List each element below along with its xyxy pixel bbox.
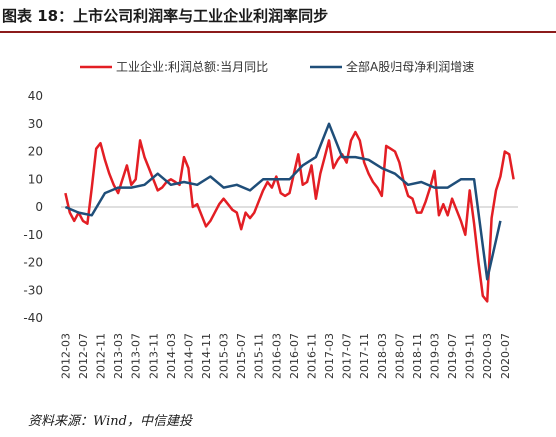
- x-tick-label: 2019-07: [446, 333, 459, 379]
- x-tick-label: 2015-11: [253, 333, 266, 379]
- x-tick-label: 2013-11: [147, 333, 160, 379]
- y-tick-label: -10: [23, 228, 43, 242]
- y-tick-label: 40: [28, 89, 43, 103]
- source-note: 资料来源：Wind，中信建投: [28, 414, 192, 429]
- x-tick-label: 2012-11: [95, 333, 108, 379]
- y-tick-label: 0: [35, 200, 43, 214]
- chart-axes: -40 -30 -20 -10 0 10 20 30 40 2012-03 2012-07 2012-…: [23, 89, 518, 379]
- y-tick-label: 20: [28, 145, 43, 159]
- title-underline: [0, 31, 556, 33]
- x-tick-label: 2017-07: [341, 333, 354, 379]
- x-tick-label: 2017-11: [358, 333, 371, 379]
- chart-series: [64, 122, 515, 303]
- figure-header: 图表 18：上市公司利润率与工业企业利润率同步: [0, 0, 556, 33]
- figure-title: 图表 18：上市公司利润率与工业企业利润率同步: [2, 7, 329, 25]
- x-tick-label: 2019-11: [464, 333, 477, 379]
- x-tick-label: 2017-03: [323, 333, 336, 379]
- x-tick-label: 2014-07: [182, 333, 195, 379]
- x-tick-label: 2016-07: [288, 333, 301, 379]
- x-tick-label: 2015-03: [218, 333, 231, 379]
- y-tick-label: 30: [28, 117, 43, 131]
- x-tick-label: 2012-03: [59, 333, 72, 379]
- legend-label-industrial-profit: 工业企业:利润总额:当月同比: [116, 59, 268, 74]
- x-tick-label: 2020-03: [481, 333, 494, 379]
- x-tick-label: 2014-11: [200, 333, 213, 379]
- line-chart: 工业企业:利润总额:当月同比 全部A股归母净利润增速 -40 -30 -20 -10 0…: [23, 59, 518, 379]
- legend-label-a-share-profit: 全部A股归母净利润增速: [346, 59, 474, 74]
- x-tick-label: 2018-03: [376, 333, 389, 379]
- x-tick-label: 2014-03: [165, 333, 178, 379]
- y-tick-label: -30: [23, 283, 43, 297]
- x-tick-label: 2013-07: [130, 333, 143, 379]
- x-tick-label: 2015-07: [235, 333, 248, 379]
- series-line-a-share-profit: [64, 122, 502, 281]
- x-tick-label: 2013-03: [112, 333, 125, 379]
- series-line-industrial-profit: [64, 130, 515, 303]
- y-tick-label: -40: [23, 311, 43, 325]
- chart-legend: 工业企业:利润总额:当月同比 全部A股归母净利润增速: [80, 59, 474, 74]
- y-tick-label: 10: [28, 172, 43, 186]
- x-tick-label: 2016-03: [270, 333, 283, 379]
- x-tick-label: 2018-11: [411, 333, 424, 379]
- x-tick-label: 2012-07: [77, 333, 90, 379]
- x-tick-label: 2016-11: [305, 333, 318, 379]
- y-tick-label: -20: [23, 256, 43, 270]
- x-tick-label: 2020-07: [499, 333, 512, 379]
- x-tick-label: 2019-03: [429, 333, 442, 379]
- x-tick-label: 2018-07: [393, 333, 406, 379]
